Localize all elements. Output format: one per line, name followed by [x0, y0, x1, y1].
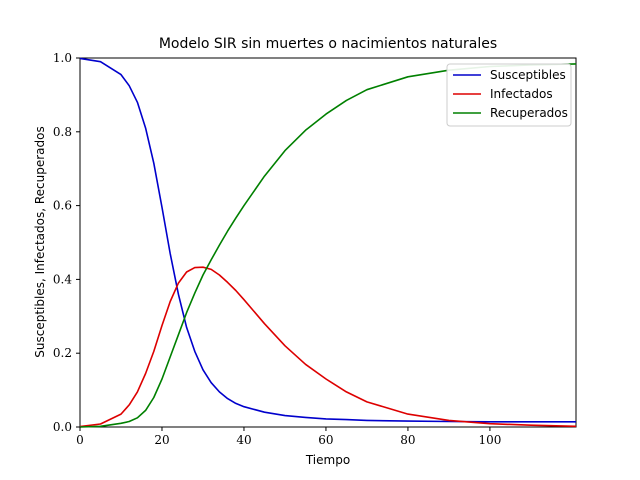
legend-label: Susceptibles: [490, 68, 566, 82]
x-tick-label: 60: [318, 433, 333, 447]
legend: Susceptibles Infectados Recuperados: [446, 63, 572, 127]
legend-box: [446, 63, 572, 127]
y-tick-label: 1.0: [53, 51, 72, 65]
series-layer: [79, 57, 577, 428]
x-tick-label: 100: [478, 433, 501, 447]
y-axis-label: Susceptibles, Infectados, Recuperados: [33, 126, 47, 357]
x-tick-label: 40: [236, 433, 251, 447]
series-line-infectados: [79, 266, 577, 428]
chart-title: Modelo SIR sin muertes o nacimientos nat…: [159, 36, 497, 52]
x-tick-label: 80: [400, 433, 415, 447]
series-line-susceptibles: [79, 57, 576, 423]
x-axis-label: Tiempo: [305, 453, 350, 467]
x-tick-label: 0: [76, 433, 84, 447]
y-tick-label: 0.0: [53, 420, 72, 434]
legend-label: Infectados: [490, 87, 553, 101]
y-axis: 0.0 0.2 0.4 0.6 0.8 1.0: [53, 51, 80, 434]
x-axis: 0 20 40 60 80 100: [76, 427, 501, 447]
y-tick-label: 0.2: [53, 346, 72, 360]
plot-area: [79, 57, 577, 428]
y-tick-label: 0.4: [53, 272, 72, 286]
series-line-recuperados: [79, 63, 577, 428]
y-tick-label: 0.8: [53, 125, 72, 139]
legend-label: Recuperados: [490, 106, 568, 120]
y-tick-label: 0.6: [53, 199, 72, 213]
x-tick-label: 20: [154, 433, 169, 447]
plot-frame: [79, 57, 577, 428]
